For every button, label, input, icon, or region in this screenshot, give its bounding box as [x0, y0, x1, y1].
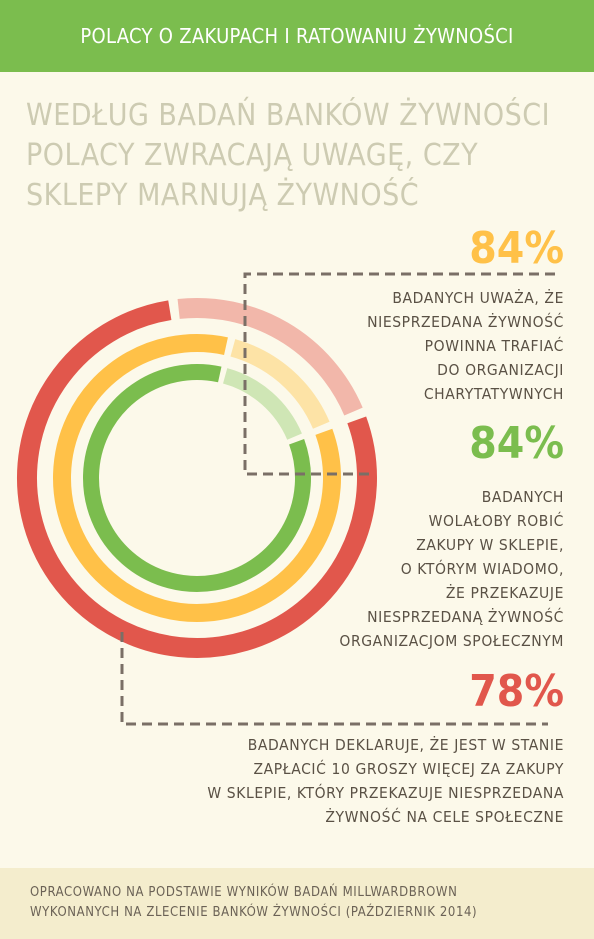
stat-line: ZAKUPY W SKLEPIE,: [416, 536, 564, 554]
stat-line: ŻE PRZEKAZUJE: [445, 584, 564, 602]
stat-line: BADANYCH UWAŻA, ŻE: [392, 289, 564, 307]
headline-line: SKLEPY MARNUJĄ ŻYWNOŚĆ: [26, 178, 420, 213]
ring-3-remainder-arc: [222, 368, 302, 440]
headline-line: WEDŁUG BADAŃ BANKÓW ŻYWNOŚCI: [26, 98, 551, 133]
header-title: POLACY O ZAKUPACH I RATOWANIU ŻYWNOŚCI: [80, 24, 514, 48]
headline: WEDŁUG BADAŃ BANKÓW ŻYWNOŚCI POLACY ZWRA…: [26, 96, 586, 216]
headline-line: POLACY ZWRACAJĄ UWAGĘ, CZY: [26, 138, 479, 173]
footer-line: WYKONANYCH NA ZLECENIE BANKÓW ŻYWNOŚCI (…: [30, 905, 478, 920]
stat-percent-2: 84%: [469, 418, 564, 469]
rings-group: [17, 298, 377, 658]
stat-line: POWINNA TRAFIAĆ: [424, 337, 564, 355]
ring-3-value-arc: [83, 364, 311, 592]
stat-line: NIESPRZEDANA ŻYWNOŚĆ: [367, 313, 564, 331]
connector-line-top: [243, 272, 555, 476]
stat-line: WOLAŁOBY ROBIĆ: [428, 512, 564, 530]
stat-line: O KTÓRYM WIADOMO,: [400, 560, 564, 578]
donut-chart: [17, 272, 555, 726]
stat-line: W SKLEPIE, KTÓRY PRZEKAZUJE NIESPRZEDANA: [207, 784, 564, 802]
stat-line: BADANYCH: [481, 488, 564, 506]
stat-description-3: BADANYCH DEKLARUJE, ŻE JEST W STANIE ZAP…: [207, 733, 564, 829]
stat-line: DO ORGANIZACJI: [437, 361, 564, 379]
ring-2-value-arc: [53, 334, 341, 622]
footer: OPRACOWANO NA PODSTAWIE WYNIKÓW BADAŃ MI…: [0, 868, 594, 939]
connector-line-bottom: [120, 632, 548, 726]
stat-description-2: BADANYCH WOLAŁOBY ROBIĆ ZAKUPY W SKLEPIE…: [339, 485, 564, 653]
stat-line: BADANYCH DEKLARUJE, ŻE JEST W STANIE: [247, 736, 564, 754]
stat-description-1: BADANYCH UWAŻA, ŻE NIESPRZEDANA ŻYWNOŚĆ …: [367, 286, 564, 406]
stat-line: CHARYTATYWNYCH: [423, 385, 564, 403]
footer-line: OPRACOWANO NA PODSTAWIE WYNIKÓW BADAŃ MI…: [30, 885, 458, 900]
ring-1-remainder-arc: [177, 298, 363, 416]
stat-percent-1: 84%: [469, 223, 564, 274]
stat-line: ŻYWNOŚĆ NA CELE SPOŁECZNE: [325, 808, 564, 826]
ring-1-value-arc: [17, 300, 377, 658]
stat-line: NIESPRZEDANĄ ŻYWNOŚĆ: [367, 608, 564, 626]
stat-line: ORGANIZACJOM SPOŁECZNYM: [339, 632, 564, 650]
header-bar: POLACY O ZAKUPACH I RATOWANIU ŻYWNOŚCI: [0, 0, 594, 72]
stat-line: ZAPŁACIĆ 10 GROSZY WIĘCEJ ZA ZAKUPY: [253, 760, 564, 778]
stat-percent-3: 78%: [469, 666, 564, 717]
